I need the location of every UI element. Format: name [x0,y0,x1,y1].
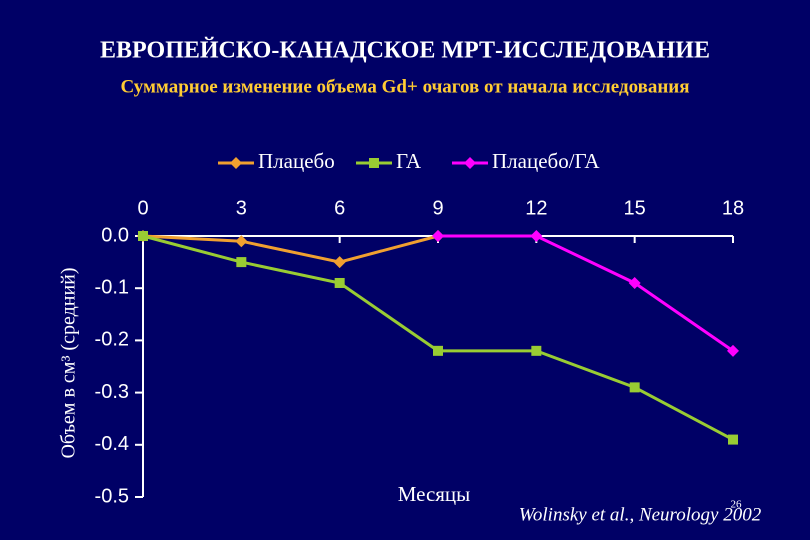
marker [334,277,345,288]
marker [727,344,739,357]
marker [530,230,543,242]
legend-marker [369,158,379,168]
x-tick-label: 6 [334,197,345,219]
legend-label: ГА [396,149,422,173]
marker [235,235,248,248]
chart-title: ЕВРОПЕЙСКО-КАНАДСКОЕ МРТ-ИССЛЕДОВАНИЕ [100,38,710,64]
y-tick-label: -0.5 [95,485,129,507]
y-axis-label: Объем в см³ (средний) [58,267,80,458]
page-number: 26 [731,499,743,511]
series-line [142,234,439,264]
x-tick-label: 12 [525,197,547,219]
marker [628,276,641,289]
marker [432,230,444,242]
marker [728,434,738,445]
marker [433,345,443,356]
legend-label: Плацебо [258,149,335,173]
marker [138,231,148,241]
x-tick-label: 0 [137,197,148,219]
legend-marker [230,157,242,169]
marker [531,345,542,356]
series-line [438,234,734,353]
x-axis-label: Месяцы [398,482,471,506]
x-tick-label: 15 [624,197,646,219]
x-tick-label: 9 [432,197,443,219]
y-tick-label: 0.0 [101,224,129,246]
y-tick-label: -0.1 [95,276,129,298]
y-tick-label: -0.4 [95,433,129,455]
marker [629,382,640,393]
marker [333,256,346,269]
x-tick-label: 18 [722,197,744,219]
legend-marker [464,157,476,169]
y-tick-label: -0.3 [95,381,129,403]
chart-subtitle: Суммарное изменение объема Gd+ очагов от… [120,76,689,97]
x-tick-label: 3 [236,197,247,219]
marker [236,257,247,268]
y-tick-label: -0.2 [95,329,129,351]
legend-label: Плацебо/ГА [492,149,600,173]
citation: Wolinsky et al., Neurology 2002 [519,504,762,525]
